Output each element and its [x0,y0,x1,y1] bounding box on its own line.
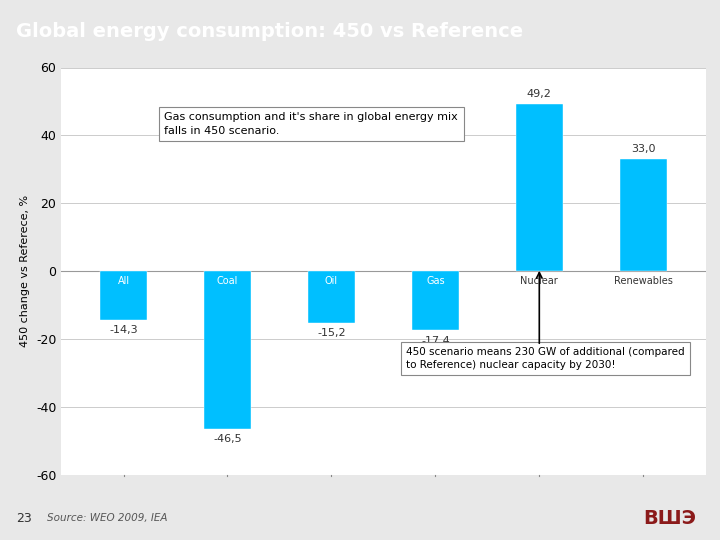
Text: Renewables: Renewables [614,276,672,286]
Text: Global energy consumption: 450 vs Reference: Global energy consumption: 450 vs Refere… [16,22,523,40]
Bar [308,271,355,323]
Bar [204,271,251,429]
Text: -15,2: -15,2 [317,328,346,338]
Text: ВШЭ: ВШЭ [643,509,696,528]
Text: 450 scenario means 230 GW of additional (compared
to Reference) nuclear capacity: 450 scenario means 230 GW of additional … [406,347,685,370]
Text: 33,0: 33,0 [631,144,655,154]
Text: Gas consumption and it's share in global energy mix
falls in 450 scenario.: Gas consumption and it's share in global… [164,112,458,136]
Text: Oil: Oil [325,276,338,286]
Text: All: All [117,276,130,286]
Text: Coal: Coal [217,276,238,286]
Y-axis label: 450 change vs Referece, %: 450 change vs Referece, % [20,195,30,347]
Text: Source: WEO 2009, IEA: Source: WEO 2009, IEA [47,514,167,523]
Text: Gas: Gas [426,276,445,286]
Bar [620,159,667,271]
Bar [516,104,563,271]
Bar [100,271,147,320]
Bar [412,271,459,330]
Text: -46,5: -46,5 [213,434,242,444]
Text: -17,4: -17,4 [421,335,450,346]
Text: -14,3: -14,3 [109,325,138,335]
Text: Nuclear: Nuclear [521,276,558,286]
Text: 49,2: 49,2 [527,89,552,99]
Text: 23: 23 [16,512,32,525]
